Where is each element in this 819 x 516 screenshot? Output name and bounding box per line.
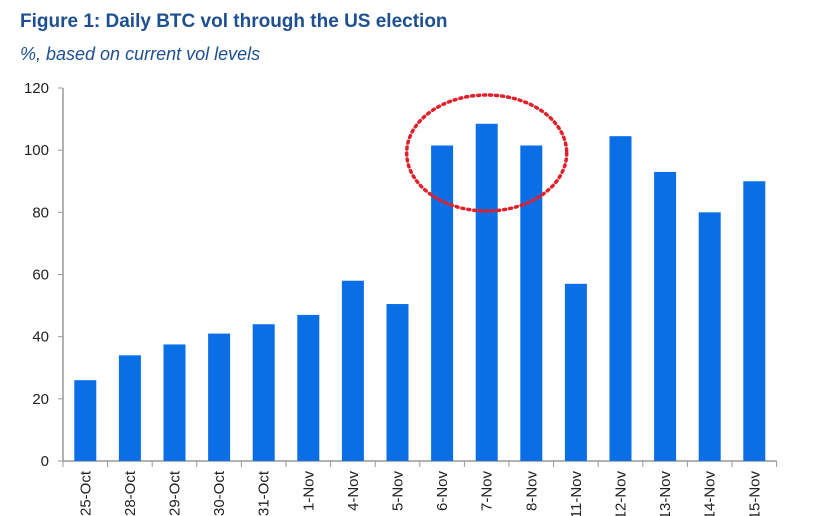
y-tick-label: 120 [24,80,49,97]
x-tick-label: 28-Oct [122,470,139,516]
x-tick-label: 25-Oct [77,470,94,516]
y-tick-label: 20 [32,391,49,408]
bar-1-Nov [297,314,320,461]
x-tick-label: 29-Oct [167,470,184,516]
bar-6-Nov [431,145,454,462]
bar-7-Nov [475,123,498,461]
bar-12-Nov [609,136,632,461]
bar-4-Nov [341,280,364,461]
x-tick-label: 6-Nov [434,471,451,512]
bar-15-Nov [743,181,766,461]
y-tick-label: 80 [32,204,49,221]
x-tick-label: 11-Nov [568,471,585,516]
bar-25-Oct [74,380,97,461]
chart-subtitle: %, based on current vol levels [20,44,261,64]
bar-8-Nov [520,145,543,462]
x-tick-label: 1-Nov [300,471,317,512]
bar-14-Nov [698,212,721,461]
bar-5-Nov [386,304,409,461]
x-tick-label: 31-Oct [256,470,273,516]
bar-29-Oct [163,344,186,461]
highlight-ellipse [404,93,569,213]
bar-28-Oct [118,355,141,461]
bar-11-Nov [564,283,587,461]
y-tick-label: 100 [24,142,49,159]
y-tick-label: 0 [41,453,49,470]
x-tick-label: 12-Nov [613,471,630,516]
chart-title: Figure 1: Daily BTC vol through the US e… [20,11,448,32]
x-tick-label: 13-Nov [657,471,674,516]
x-tick-label: 5-Nov [390,471,407,512]
y-tick-label: 40 [32,329,49,346]
x-tick-label: 4-Nov [345,471,362,512]
bar-30-Oct [208,333,231,461]
bar-31-Oct [252,324,275,461]
x-tick-label: 30-Oct [211,470,228,516]
x-tick-label: 14-Nov [702,471,719,516]
x-tick-label: 15-Nov [746,471,763,516]
x-tick-label: 8-Nov [523,471,540,512]
bar-13-Nov [654,171,677,462]
x-tick-label: 7-Nov [479,471,496,512]
y-tick-label: 60 [32,267,49,284]
